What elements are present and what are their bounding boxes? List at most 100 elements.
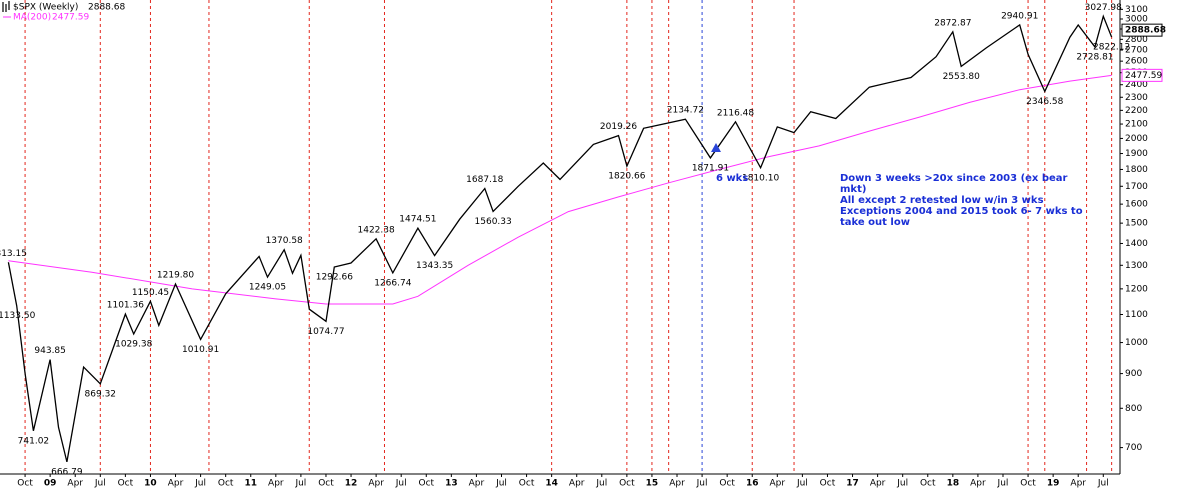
x-tick-label: Oct: [920, 479, 936, 489]
legend: $SPX (Weekly) 2888.68 MA(200) 2477.59: [2, 1, 125, 23]
x-tick-label: Jul: [997, 479, 1009, 489]
value-label: 943.85: [34, 346, 66, 356]
value-label: 1219.80: [157, 271, 194, 281]
x-tick-label: Apr: [469, 479, 485, 489]
value-label: 3027.98: [1085, 3, 1122, 13]
y-tick-label: 1800: [1125, 165, 1148, 175]
annotation: 6 wks: [716, 173, 748, 184]
value-label: 1074.77: [307, 327, 344, 337]
x-tick-label: 14: [545, 479, 558, 489]
x-tick-label: Oct: [218, 479, 234, 489]
y-tick-label: 1300: [1125, 261, 1148, 271]
series-line: [7, 14, 1113, 463]
x-tick-label: Oct: [418, 479, 434, 489]
x-tick-label: Jul: [696, 479, 708, 489]
last-value-text: 2888.68: [1125, 26, 1166, 36]
value-label: 1560.33: [475, 217, 512, 227]
legend-ma: MA(200): [13, 13, 51, 23]
note-line: mkt): [840, 184, 866, 195]
x-tick-label: 16: [746, 479, 759, 489]
y-tick-label: 1500: [1125, 219, 1148, 229]
value-label: 2940.91: [1001, 11, 1038, 21]
last-value-box: [1121, 23, 1163, 37]
value-label: 1101.36: [107, 301, 144, 311]
legend-ma-value: 2477.59: [52, 13, 89, 23]
y-tick-label: 2100: [1125, 120, 1148, 130]
y-tick-label: 2700: [1125, 46, 1148, 56]
y-tick-label: 3000: [1125, 15, 1148, 25]
note-line: Exceptions 2004 and 2015 took 6- 7 wks t…: [840, 206, 1083, 217]
y-tick-label: 1600: [1125, 200, 1148, 210]
y-tick-label: 800: [1125, 404, 1142, 414]
x-tick-label: Jul: [896, 479, 908, 489]
value-label: 1249.05: [249, 283, 286, 293]
y-tick-label: 2200: [1125, 106, 1148, 116]
y-tick-label: 900: [1125, 369, 1142, 379]
value-label: 2116.48: [717, 108, 754, 118]
note-line: take out low: [840, 217, 910, 228]
x-tick-label: Apr: [1070, 479, 1086, 489]
value-label: 1422.38: [358, 225, 395, 235]
x-tick-label: Oct: [719, 479, 735, 489]
y-tick-label: 2400: [1125, 80, 1148, 90]
y-tick-label: 2600: [1125, 57, 1148, 67]
value-label: 1010.91: [182, 345, 219, 355]
note-line: All except 2 retested low w/in 3 wks: [840, 195, 1044, 206]
series-line: [8, 74, 1112, 305]
x-tick-label: Jul: [595, 479, 607, 489]
x-tick-label: 10: [144, 479, 157, 489]
y-tick-label: 2000: [1125, 134, 1148, 144]
x-tick-label: Apr: [168, 479, 184, 489]
x-tick-label: Apr: [368, 479, 384, 489]
value-label: 869.32: [85, 389, 117, 399]
value-label: 2019.26: [600, 122, 637, 132]
ma-value-box: [1121, 68, 1163, 82]
x-tick-label: 19: [1047, 479, 1060, 489]
x-tick-label: Jul: [395, 479, 407, 489]
x-tick-label: Apr: [268, 479, 284, 489]
ma-value-text: 2477.59: [1125, 71, 1162, 81]
x-tick-label: Oct: [820, 479, 836, 489]
x-tick-label: Apr: [67, 479, 83, 489]
y-tick-label: 1100: [1125, 310, 1148, 320]
value-label: 1871.91: [692, 163, 729, 173]
y-tick-label: 2800: [1125, 35, 1148, 45]
x-tick-label: Apr: [669, 479, 685, 489]
y-tick-label: 1700: [1125, 182, 1148, 192]
value-label: 1313.15: [0, 249, 27, 259]
value-label: 1292.66: [316, 272, 353, 282]
y-tick-label: 1000: [1125, 338, 1148, 348]
x-tick-label: 18: [947, 479, 960, 489]
x-tick-label: Oct: [619, 479, 635, 489]
value-label: 1133.50: [0, 311, 36, 321]
value-label: 1029.38: [115, 340, 152, 350]
x-tick-label: Apr: [770, 479, 786, 489]
value-label: 1687.18: [466, 175, 503, 185]
x-tick-label: Oct: [118, 479, 134, 489]
value-label: 1150.45: [132, 288, 169, 298]
y-tick-label: 1400: [1125, 239, 1148, 249]
x-tick-label: Oct: [1020, 479, 1036, 489]
value-label: 1820.66: [608, 172, 645, 182]
value-label: 2346.58: [1026, 97, 1063, 107]
legend-last-value: 2888.68: [88, 3, 125, 13]
x-tick-label: Apr: [970, 479, 986, 489]
y-tick-label: 1900: [1125, 149, 1148, 159]
value-label: 2822.12: [1093, 43, 1130, 53]
note-line: Down 3 weeks >20x since 2003 (ex bear: [840, 173, 1068, 184]
legend-title: $SPX (Weekly): [13, 3, 78, 13]
value-label: 1370.58: [266, 236, 303, 246]
x-tick-label: 17: [846, 479, 859, 489]
y-tick-label: 2300: [1125, 93, 1148, 103]
x-tick-label: Jul: [294, 479, 306, 489]
value-label: 666.79: [51, 467, 83, 477]
x-tick-label: Jul: [194, 479, 206, 489]
x-tick-label: 11: [244, 479, 257, 489]
x-tick-label: 09: [44, 479, 57, 489]
y-tick-label: 1200: [1125, 284, 1148, 294]
value-label: 1343.35: [416, 261, 453, 271]
legend-icon: [2, 1, 10, 12]
value-label: 2872.87: [934, 18, 971, 28]
value-label: 1266.74: [374, 278, 411, 288]
